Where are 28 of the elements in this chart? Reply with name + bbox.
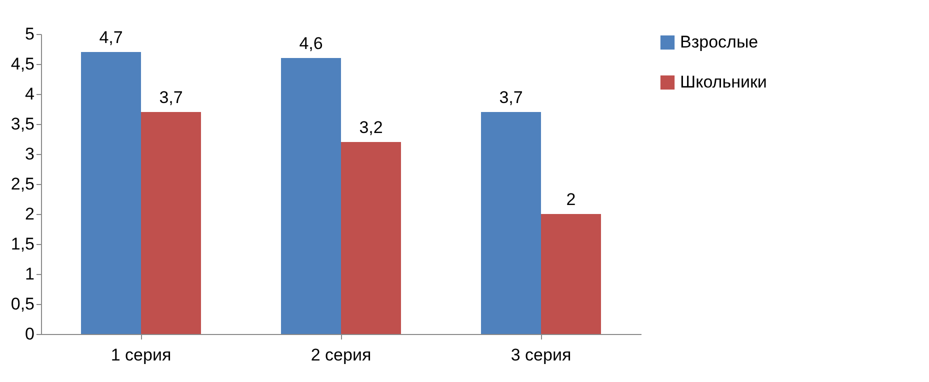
y-tick-label: 2: [25, 204, 34, 224]
data-label: 3,7: [159, 88, 183, 107]
data-label: 3,2: [359, 118, 383, 137]
y-tick-label: 3,5: [10, 114, 34, 134]
y-tick-label: 5: [25, 24, 34, 44]
y-tick-label: 4: [25, 84, 34, 104]
bar: [141, 112, 201, 334]
data-label: 3,7: [499, 88, 523, 107]
y-tick-label: 2,5: [10, 174, 34, 194]
y-tick-label: 1,5: [10, 234, 34, 254]
legend-label: Взрослые: [680, 32, 758, 52]
x-tick-label: 2 серия: [310, 346, 372, 364]
y-tick-label: 3: [25, 144, 34, 164]
bar: [341, 142, 401, 334]
data-label: 4,7: [99, 28, 123, 47]
y-tick-label: 0: [25, 324, 34, 344]
x-tick-label: 3 серия: [510, 346, 572, 364]
bar: [481, 112, 541, 334]
y-tick-label: 0,5: [10, 294, 34, 314]
data-label: 2: [566, 190, 576, 209]
x-tick-label: 1 серия: [110, 346, 172, 364]
data-label: 4,6: [299, 34, 323, 53]
legend-label: Школьники: [680, 72, 767, 92]
y-tick-label: 1: [25, 264, 34, 284]
y-tick-label: 4,5: [10, 54, 34, 74]
bar: [281, 58, 341, 334]
bar: [541, 214, 601, 334]
bar: [81, 52, 141, 334]
